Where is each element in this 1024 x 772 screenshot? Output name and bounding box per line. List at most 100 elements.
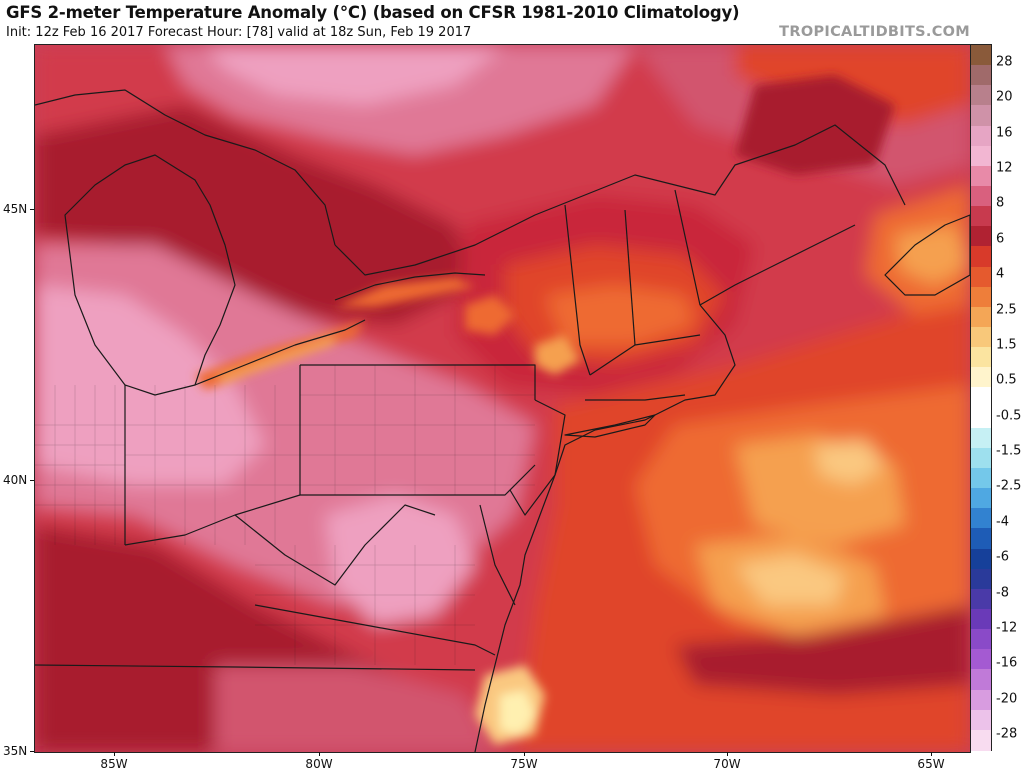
colorbar-label: -28	[996, 726, 1018, 742]
field-lakes-red	[35, 105, 475, 325]
detail-adirondack-light	[535, 335, 580, 375]
border-nova-scotia	[884, 214, 970, 296]
colorbar-label: 6	[996, 231, 1005, 247]
border-long-island	[564, 414, 656, 438]
colorbar-label: 28	[996, 54, 1013, 70]
anomaly-details	[195, 75, 895, 745]
border-ky-tn	[35, 664, 476, 671]
colorbar-swatch	[971, 407, 991, 429]
lon-tick-65w	[931, 752, 932, 756]
county-lines-va	[255, 545, 475, 665]
site-watermark[interactable]: TROPICALTIDBITS.COM	[779, 24, 970, 40]
colorbar-swatch	[971, 65, 991, 86]
border-michigan	[64, 154, 236, 396]
lon-tick-80w	[319, 752, 320, 756]
lon-tick-70w	[727, 752, 728, 756]
county-grid	[35, 365, 535, 665]
lon-label-75w: 75W	[510, 757, 538, 771]
map-canvas	[35, 45, 970, 752]
border-ny-vt	[564, 204, 591, 376]
county-lines-pa	[300, 365, 535, 495]
colorbar-swatch	[971, 145, 991, 167]
colorbar-swatch	[971, 186, 991, 207]
field-atlantic-pale2	[815, 440, 885, 485]
colorbar-swatch	[971, 729, 991, 751]
colorbar-label: -12	[996, 620, 1018, 636]
border-pa-south	[300, 464, 536, 496]
colorbar-swatch	[971, 306, 991, 328]
lon-tick-85w	[114, 752, 115, 756]
lat-label-40n: 40N	[3, 473, 28, 487]
field-south-rose	[215, 665, 495, 752]
colorbar-swatch	[971, 629, 991, 650]
border-pa-ny	[300, 364, 536, 400]
colorbar-label: -1.5	[996, 443, 1022, 459]
temperature-anomaly-map[interactable]	[34, 44, 971, 753]
border-lake-ontario	[334, 272, 486, 301]
field-west-lightpink	[35, 285, 265, 485]
border-us-canada	[334, 124, 906, 276]
colorbar-label: 12	[996, 160, 1013, 176]
colorbar-swatch	[971, 528, 991, 550]
colorbar-swatch	[971, 246, 991, 268]
colorbar-swatch	[971, 468, 991, 489]
colorbar-swatch	[971, 387, 991, 409]
border-coastline	[474, 304, 736, 752]
county-lines-ohio	[125, 385, 300, 545]
border-upper-lakes	[35, 89, 336, 246]
border-va-nc	[254, 604, 496, 656]
colorbar-swatch	[971, 548, 991, 570]
colorbar-swatch	[971, 609, 991, 630]
colorbar-label: 2.5	[996, 302, 1017, 318]
detail-nc-coast-yellow	[500, 690, 535, 735]
colorbar-swatch	[971, 689, 991, 711]
lon-tick-75w	[524, 752, 525, 756]
colorbar-label: 20	[996, 89, 1013, 105]
colorbar-label: -4	[996, 514, 1009, 530]
colorbar-swatch	[971, 367, 991, 389]
colorbar-label: -16	[996, 655, 1018, 671]
colorbar-swatch	[971, 327, 991, 348]
lat-tick-40n	[30, 480, 34, 481]
colorbar-label: 8	[996, 195, 1005, 211]
colorbar-swatch	[971, 649, 991, 671]
colorbar-swatch	[971, 286, 991, 308]
colorbar-swatch	[971, 125, 991, 147]
colorbar-swatch	[971, 447, 991, 469]
field-virginia-lightpink	[325, 495, 475, 625]
field-atlantic-pale	[735, 555, 845, 605]
lat-label-45n: 45N	[3, 202, 28, 216]
lat-tick-45n	[30, 209, 34, 210]
colorbar-swatch	[971, 226, 991, 248]
lon-label-70w: 70W	[713, 757, 741, 771]
colorbar-swatch	[971, 165, 991, 187]
colorbar-label: 0.5	[996, 372, 1017, 388]
border-nh-me	[674, 189, 701, 306]
lon-label-80w: 80W	[305, 757, 333, 771]
colorbar-label: 16	[996, 125, 1013, 141]
field-ocean-red-band	[675, 605, 970, 695]
colorbar-swatch	[971, 508, 991, 530]
colorbar-label: -0.5	[996, 408, 1022, 424]
border-ma-south	[585, 394, 686, 401]
border-wv-va	[234, 504, 436, 586]
border-ma-north	[589, 334, 701, 376]
colorbar-swatch	[971, 427, 991, 449]
political-borders	[35, 89, 970, 752]
colorbar-swatch	[971, 85, 991, 107]
lat-label-35n: 35N	[3, 744, 28, 758]
colorbar-swatch	[971, 669, 991, 691]
border-maine-coast	[699, 224, 856, 306]
colorbar-swatch	[971, 709, 991, 731]
colorbar-label: -2.5	[996, 478, 1022, 494]
colorbar-swatch	[971, 568, 991, 590]
colorbar-swatch	[971, 45, 991, 66]
border-vt-nh	[624, 209, 636, 346]
colorbar-label: -8	[996, 585, 1009, 601]
colorbar-swatch	[971, 488, 991, 509]
field-newengland-light	[545, 285, 695, 345]
field-north-lightpink	[205, 45, 505, 105]
map-title: GFS 2-meter Temperature Anomaly (°C) (ba…	[6, 3, 740, 22]
lon-label-65w: 65W	[917, 757, 945, 771]
border-de-md	[479, 504, 516, 606]
